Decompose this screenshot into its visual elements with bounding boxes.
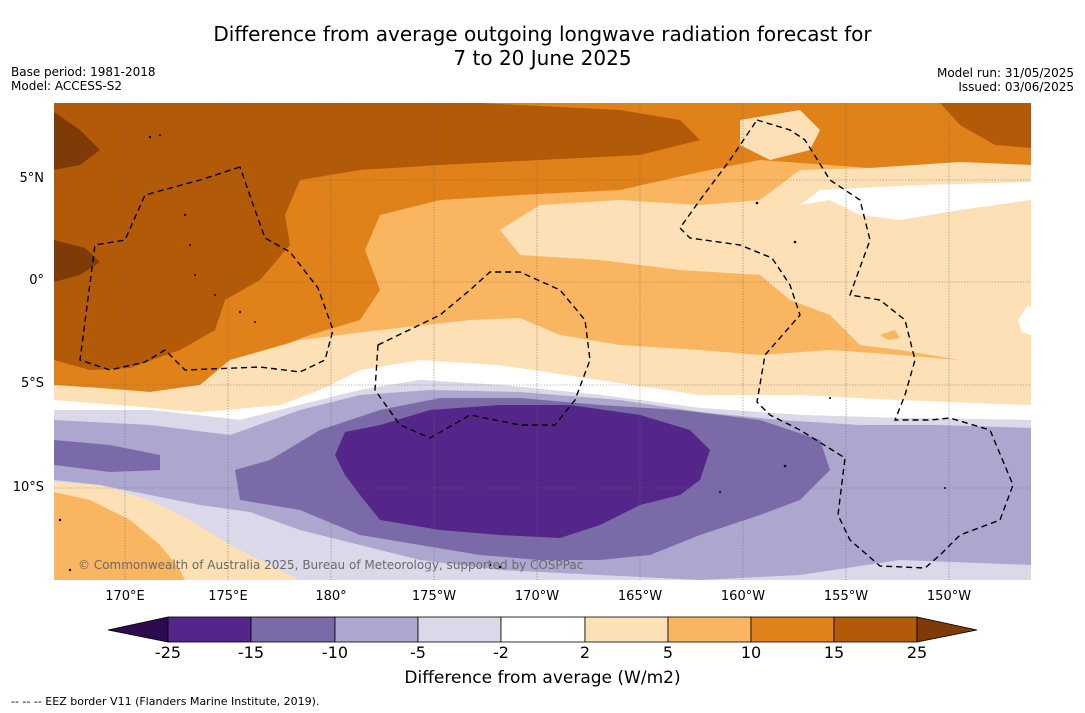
band-fill-neutral-north (800, 182, 1031, 220)
colorbar-tick-label: 5 (662, 643, 674, 662)
issued-date: Issued: 03/06/2025 (958, 80, 1074, 94)
band-fill-east-neutral (1018, 305, 1031, 335)
lon-label: 155°W (823, 589, 869, 604)
colorbar-tick-label: -15 (237, 643, 265, 662)
islands (58, 134, 946, 572)
colorbar-tick-label: 25 (906, 643, 928, 662)
colorbar-seg-8 (750, 616, 835, 643)
meta-left: Base period: 1981-2018 Model: ACCESS-S2 (11, 65, 156, 93)
lon-label: 160°W (720, 589, 766, 604)
eez-howland-baker (374, 271, 591, 439)
colorbar-tick-label: -25 (154, 643, 182, 662)
chart-title-line2: 7 to 20 June 2025 (453, 46, 632, 70)
colorbar (107, 616, 978, 643)
eez-kiribati-line (679, 119, 1014, 569)
colorbar-tick-label: 15 (823, 643, 845, 662)
band-fill-sw-positive-core (54, 492, 185, 580)
eez-kiribati-gilbert (79, 166, 334, 373)
colorbar-extend-low (107, 616, 169, 643)
colorbar-seg-9 (833, 616, 918, 643)
colorbar-tick-label: 10 (740, 643, 762, 662)
band-fill-over-25 (54, 112, 100, 170)
colorbar-tick-label: -5 (410, 643, 426, 662)
colorbar-seg-6 (584, 616, 669, 643)
band-fill-15-25-ne (940, 103, 1031, 148)
band-fill-15-25 (54, 103, 700, 370)
colorbar-seg-4 (417, 616, 502, 643)
map-field (54, 103, 1031, 580)
lon-label: 170°W (514, 589, 560, 604)
lon-label: 175°W (411, 589, 457, 604)
model-name: Model: ACCESS-S2 (11, 79, 123, 93)
colorbar-tick-label: -10 (321, 643, 349, 662)
lat-label: 5°N (19, 171, 45, 186)
band-fill-neg15-neg25 (335, 405, 710, 538)
band-fill-neg10-neg15 (54, 440, 160, 472)
colorbar-seg-2 (250, 616, 336, 643)
lon-label: 175°E (208, 589, 248, 604)
base-period: Base period: 1981-2018 (11, 65, 156, 79)
colorbar-title: Difference from average (W/m2) (404, 668, 681, 688)
lon-label: 170°E (105, 589, 145, 604)
colorbar-extend-high (916, 616, 978, 643)
eez-borders (79, 119, 1014, 569)
colorbar-tick-label: -2 (493, 643, 509, 662)
band-fill-neutral-south (54, 360, 1031, 420)
graticule (54, 103, 1031, 580)
colorbar-seg-7 (667, 616, 752, 643)
colorbar-seg-5 (500, 616, 586, 643)
colorbar-tick-label: 2 (579, 643, 591, 662)
lon-label: 150°W (926, 589, 972, 604)
lat-label: 10°S (12, 480, 44, 495)
lon-label: 180° (315, 589, 347, 604)
model-run: Model run: 31/05/2025 (936, 66, 1074, 80)
meta-right: Model run: 31/05/2025 Issued: 03/06/2025 (937, 66, 1074, 94)
colorbar-seg-3 (334, 616, 419, 643)
band-fill-2-5-nw (740, 110, 820, 160)
band-fill-2-5-south (54, 318, 1031, 412)
eez-legend-note: -- -- -- EEZ border V11 (Flanders Marine… (11, 695, 320, 708)
chart-title-line1: Difference from average outgoing longwav… (213, 22, 872, 46)
copyright-credit: © Commonwealth of Australia 2025, Bureau… (78, 558, 584, 572)
lat-label: 5°S (20, 376, 44, 391)
lat-label: 0° (29, 273, 44, 288)
colorbar-seg-1 (167, 616, 252, 643)
band-fill-over-25-b (54, 240, 100, 282)
band-fill-east-patch (880, 330, 900, 340)
lon-label: 165°W (617, 589, 663, 604)
